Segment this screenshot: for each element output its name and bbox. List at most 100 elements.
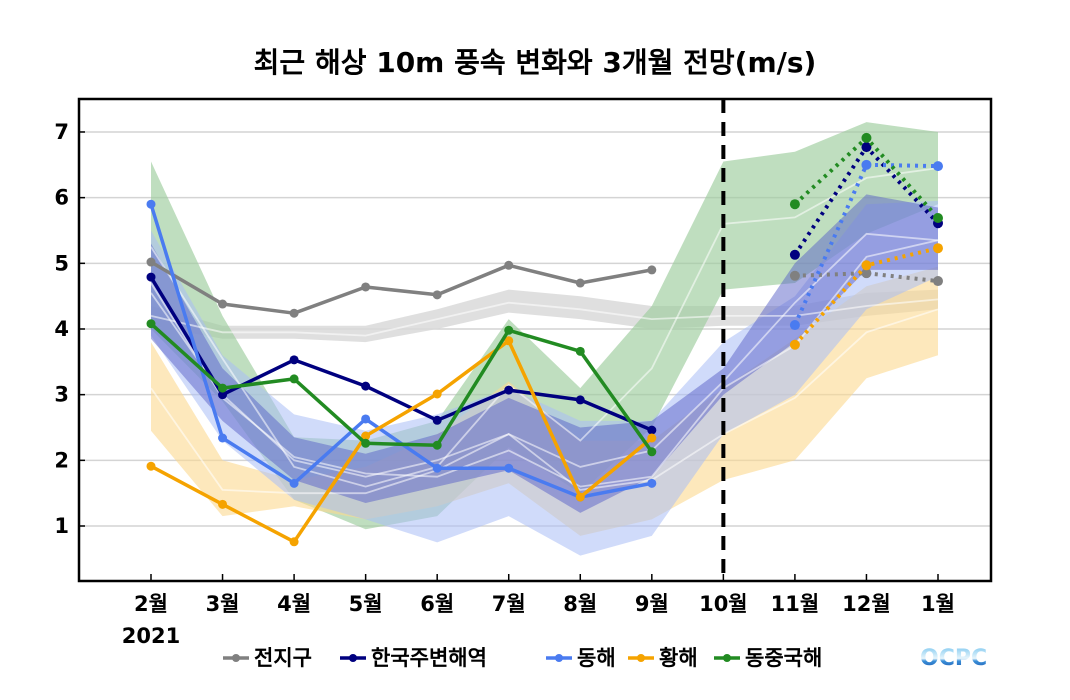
legend-label: 황해 <box>659 646 698 670</box>
y-tick-label: 2 <box>54 448 69 472</box>
forecast-point <box>789 270 800 281</box>
forecast-point <box>861 268 872 279</box>
observed-point <box>647 425 657 435</box>
observed-point <box>289 478 299 488</box>
observed-point <box>361 414 371 424</box>
legend-label: 동해 <box>577 646 616 670</box>
forecast-point <box>861 159 872 170</box>
legend-item: 한국주변해역 <box>340 646 487 670</box>
forecast-point <box>789 199 800 210</box>
observed-point <box>218 433 228 443</box>
observed-point <box>218 499 228 509</box>
observed-point <box>361 438 371 448</box>
observed-point <box>218 390 228 400</box>
observed-point <box>504 463 514 473</box>
legend-marker <box>723 654 731 662</box>
observed-point <box>647 478 657 488</box>
observed-point <box>289 374 299 384</box>
observed-point <box>504 385 514 395</box>
observed-point <box>504 260 514 270</box>
forecast-point <box>933 161 943 172</box>
observed-line <box>149 276 653 432</box>
observed-point <box>432 463 442 473</box>
band-한국주변해역 <box>151 194 938 513</box>
legend-label: 한국주변해역 <box>371 646 487 670</box>
observed-point <box>146 199 156 209</box>
observed-point <box>432 290 442 300</box>
band-동중국해 <box>151 122 938 530</box>
observed-point <box>361 381 371 391</box>
observed-point <box>289 537 299 547</box>
legend-marker <box>232 654 240 662</box>
legend-item: 황해 <box>628 646 698 670</box>
x-tick-label: 12월 <box>842 592 891 616</box>
forecast-point <box>861 132 872 143</box>
legend-item: 동중국해 <box>714 646 822 670</box>
x-tick-label: 5월 <box>349 592 383 616</box>
forecast-point <box>861 142 872 153</box>
forecast-line <box>793 162 939 326</box>
legend-item: 동해 <box>546 646 616 670</box>
series-전지구 <box>146 257 943 318</box>
forecast-point <box>789 339 800 350</box>
y-axis: 1 2 3 4 5 6 7 <box>54 120 85 538</box>
observed-point <box>575 395 585 405</box>
forecast-point <box>933 213 943 224</box>
band-mid-전지구 <box>150 298 939 337</box>
observed-point <box>361 282 371 292</box>
observed-point <box>432 415 442 425</box>
y-tick-label: 7 <box>54 120 69 144</box>
x-axis: 2월 3월 4월 5월 6월 7월 8월 9월 10월 11월 12월 1월 <box>134 574 955 616</box>
observed-line <box>150 339 653 544</box>
forecast-point <box>861 260 872 271</box>
band-전지구 <box>151 289 938 343</box>
observed-point <box>432 389 442 399</box>
observed-point <box>218 383 228 393</box>
observed-point <box>146 272 156 282</box>
x-tick-label: 7월 <box>492 592 526 616</box>
band-mid-한국주변해역 <box>150 232 939 478</box>
forecast-point <box>933 243 943 254</box>
observed-point <box>361 431 371 441</box>
y-tick-label: 6 <box>54 186 69 210</box>
observed-point <box>289 308 299 318</box>
bands <box>151 122 938 556</box>
observed-point <box>647 447 657 457</box>
legend-marker <box>555 654 563 662</box>
forecast-point <box>933 276 943 287</box>
observed-point <box>575 278 585 288</box>
observed-point <box>575 492 585 502</box>
observed-point <box>432 440 442 450</box>
observed-point <box>146 319 156 329</box>
series-한국주변해역 <box>146 142 943 435</box>
legend-marker <box>637 654 645 662</box>
observed-point <box>289 355 299 365</box>
band-황해 <box>151 266 938 536</box>
observed-point <box>504 325 514 335</box>
legend-item: 전지구 <box>223 646 312 670</box>
legend-marker <box>349 654 357 662</box>
forecast-point <box>789 320 800 331</box>
x-tick-label: 6월 <box>420 592 454 616</box>
band-mid-황해 <box>150 308 939 495</box>
observed-line <box>149 322 654 453</box>
year-label: 2021 <box>122 624 180 648</box>
plot-frame <box>77 97 993 583</box>
observed-point <box>504 336 514 346</box>
y-tick-label: 1 <box>54 514 69 538</box>
x-tick-label: 8월 <box>563 592 597 616</box>
observed-point <box>647 265 657 275</box>
observed-point <box>146 257 156 267</box>
ocpc-logo-text: OCPC <box>920 646 987 671</box>
x-tick-label: 9월 <box>635 592 669 616</box>
y-tick-label: 4 <box>54 317 69 341</box>
x-tick-label: 4월 <box>277 592 311 616</box>
legend-label: 동중국해 <box>745 646 822 670</box>
observed-point <box>218 299 228 309</box>
x-tick-label: 10월 <box>699 592 748 616</box>
series-황해 <box>146 243 943 547</box>
legend: 전지구 한국주변해역 동해 황해 동중국해 <box>223 646 822 670</box>
forecast-point <box>789 249 800 260</box>
x-tick-label: 11월 <box>771 592 820 616</box>
